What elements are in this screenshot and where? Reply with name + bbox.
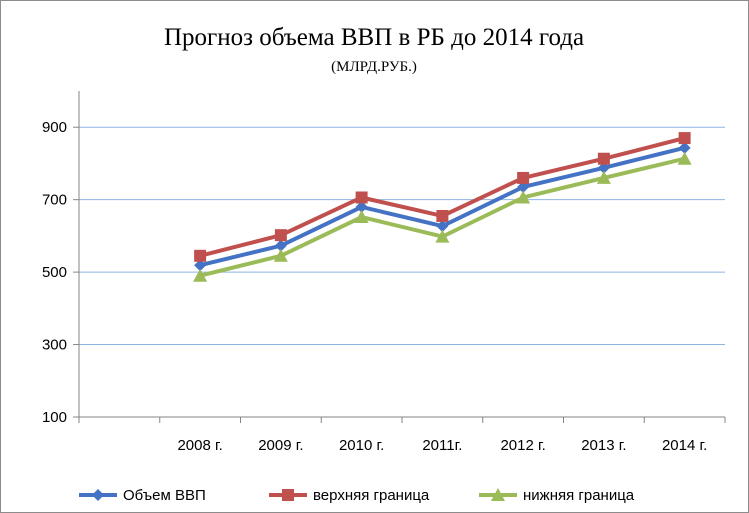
data-point	[678, 141, 691, 154]
x-tick-label: 2014 г.	[662, 437, 707, 454]
y-axis-ticks: 100 300 500 700 900	[42, 119, 79, 426]
data-point	[517, 180, 530, 193]
data-point	[516, 190, 531, 204]
gridlines	[79, 126, 725, 346]
series-diamond	[194, 141, 691, 272]
x-tick-label: 2008 г.	[177, 437, 222, 454]
y-tick-label: 700	[42, 192, 67, 209]
x-tick-label: 2010 г.	[339, 437, 384, 454]
data-point	[354, 210, 369, 224]
data-point	[273, 248, 288, 262]
chart-subtitle: (МЛРД.РУБ.)	[331, 59, 417, 75]
legend-label: нижняя граница	[523, 487, 635, 504]
data-point	[274, 229, 287, 242]
data-point	[597, 161, 610, 174]
legend-item: верхняя граница	[269, 487, 430, 504]
data-point	[193, 268, 208, 282]
x-tick-label: 2013 г.	[581, 437, 626, 454]
data-point	[436, 209, 449, 222]
series-square	[194, 132, 691, 262]
series-line	[199, 145, 686, 268]
data-point	[677, 151, 692, 165]
y-tick-label: 500	[42, 264, 67, 281]
legend-marker	[491, 488, 505, 501]
data-point	[435, 229, 450, 243]
series-triangle	[193, 151, 692, 282]
data-point	[517, 171, 530, 184]
legend: Объем ВВП верхняя граница нижняя граница	[79, 487, 635, 504]
data-point	[194, 249, 207, 262]
x-tick-label: 2012 г.	[500, 437, 545, 454]
data-point	[274, 239, 287, 252]
y-tick-label: 300	[42, 337, 67, 354]
legend-label: верхняя граница	[313, 487, 430, 504]
chart-title: Прогноз объема ВВП в РБ до 2014 года	[164, 24, 584, 51]
legend-item: нижняя граница	[479, 487, 635, 504]
x-axis-ticks: 2008 г. 2009 г. 2010 г. 2011г. 2012 г. 2013 г…	[78, 417, 726, 454]
legend-marker	[92, 489, 104, 501]
data-point	[194, 259, 207, 272]
legend-marker	[282, 489, 294, 501]
data-point	[596, 170, 611, 184]
data-point	[436, 220, 449, 233]
y-tick-label: 900	[42, 119, 67, 136]
data-point	[355, 200, 368, 213]
data-point	[597, 152, 610, 165]
legend-item: Объем ВВП	[79, 487, 206, 504]
data-point	[678, 132, 691, 145]
x-tick-label: 2011г.	[422, 437, 462, 454]
x-tick-label: 2009 г.	[258, 437, 303, 454]
legend-label: Объем ВВП	[123, 487, 206, 504]
axes	[78, 91, 725, 418]
data-point	[355, 191, 368, 204]
series-lines	[193, 132, 692, 282]
y-tick-label: 100	[42, 409, 67, 426]
